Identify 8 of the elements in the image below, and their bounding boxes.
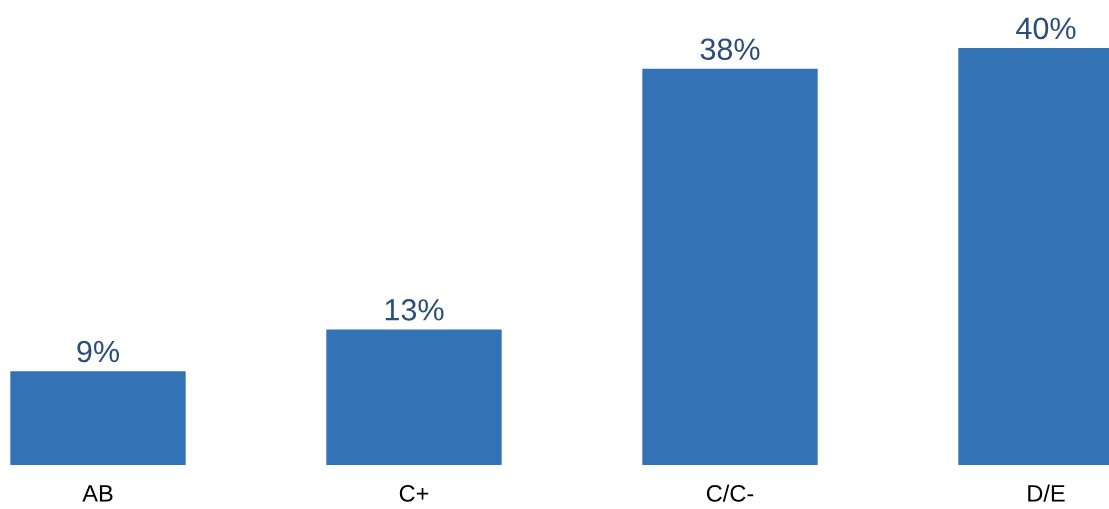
data-label: 13% [385, 299, 444, 321]
x-tick-label: C+ [399, 485, 429, 502]
x-tick-label: D/E [1028, 484, 1065, 502]
x-tick-label: C/C- [706, 484, 754, 502]
data-label: 40% [1016, 17, 1076, 40]
x-tick-label: AB [82, 485, 113, 502]
data-label: 38% [700, 38, 760, 61]
data-label: 9% [77, 340, 119, 363]
